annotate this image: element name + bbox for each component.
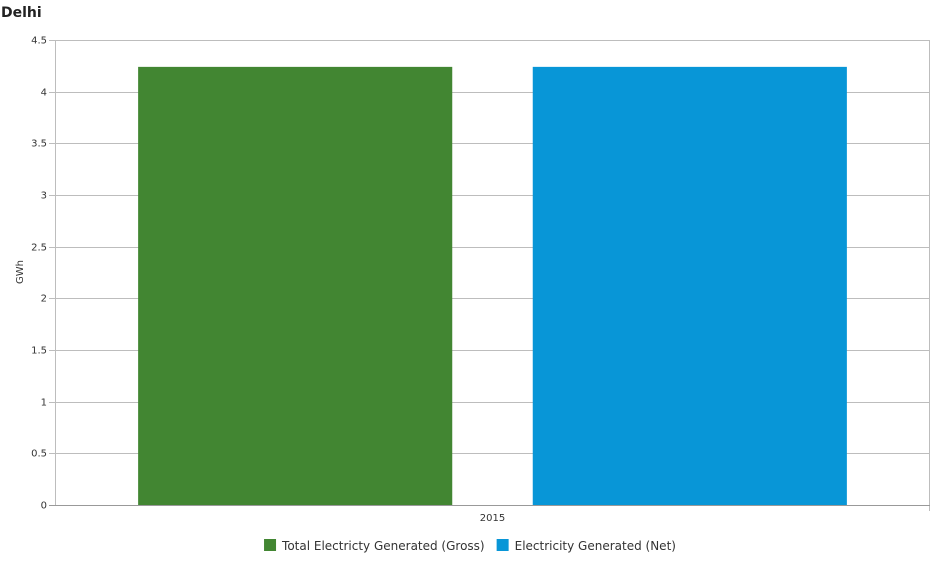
bar-gross[interactable] xyxy=(138,66,453,505)
y-tick-label: 3 xyxy=(41,191,47,202)
legend-label: Total Electricty Generated (Gross) xyxy=(281,539,485,553)
legend: Total Electricty Generated (Gross) Electr… xyxy=(264,539,676,553)
legend-label: Electricity Generated (Net) xyxy=(515,539,676,553)
y-tick-label: 4.5 xyxy=(31,36,47,47)
legend-swatch xyxy=(496,539,509,551)
y-tick-label: 0 xyxy=(41,501,47,512)
y-tick-label: 2 xyxy=(41,294,47,305)
y-tick-label: 3.5 xyxy=(31,139,47,150)
legend-swatch xyxy=(264,539,277,551)
legend-item-net[interactable]: Electricity Generated (Net) xyxy=(496,539,676,553)
y-axis-ticks: 0 0.5 1 1.5 2 2.5 3 3.5 4 4.5 xyxy=(31,36,47,512)
y-tick-label: 2.5 xyxy=(31,243,47,254)
chart-title: Delhi xyxy=(1,5,42,21)
bar-net[interactable] xyxy=(532,66,847,505)
bars xyxy=(138,66,847,505)
y-tick-label: 1.5 xyxy=(31,346,47,357)
y-tick-label: 0.5 xyxy=(31,449,47,460)
y-axis-title: GWh xyxy=(15,260,26,284)
x-axis-ticks: 2015 xyxy=(55,505,930,524)
x-tick-label: 2015 xyxy=(480,513,505,524)
y-tick-label: 1 xyxy=(41,398,47,409)
legend-item-gross[interactable]: Total Electricty Generated (Gross) xyxy=(264,539,485,553)
y-tick-label: 4 xyxy=(41,88,47,99)
